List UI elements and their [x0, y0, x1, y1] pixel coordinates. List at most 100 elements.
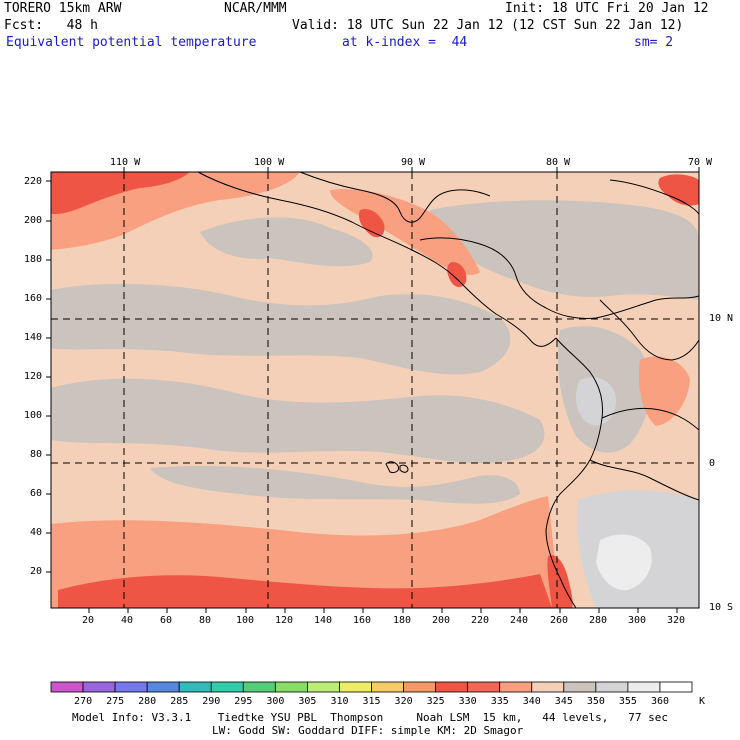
- colorbar-swatch: [371, 681, 404, 693]
- gray-field-north: [200, 217, 373, 267]
- grid-x-label: 140: [314, 615, 333, 626]
- colorbar-swatch: [306, 681, 340, 693]
- grid-x-label: 300: [628, 615, 647, 626]
- bottom-ticks: [88, 608, 678, 613]
- colorbar-label: 275: [106, 696, 125, 707]
- colorbar-label: 345: [554, 696, 573, 707]
- grid-y-label: 140: [24, 332, 43, 343]
- colorbar-swatch: [146, 681, 180, 693]
- colorbar-label: 285: [170, 696, 189, 707]
- colorbar-swatch: [242, 681, 276, 693]
- colorbar-swatch: [339, 681, 372, 693]
- colorbar-swatch: [627, 681, 661, 693]
- colorbar-swatch: [563, 681, 597, 693]
- colorbar-label: 335: [490, 696, 509, 707]
- grid-x-label: 120: [275, 615, 294, 626]
- coastlines: [197, 171, 700, 609]
- colorbar-swatch: [114, 681, 148, 693]
- center-label: NCAR/MMM: [224, 1, 287, 16]
- grid-x-label: 80: [199, 615, 212, 626]
- colorbar-swatch: [403, 681, 436, 693]
- valid-time: Valid: 18 UTC Sun 22 Jan 12 (12 CST Sun …: [292, 18, 684, 33]
- grid-x-label: 160: [353, 615, 372, 626]
- colorbar-label: 320: [394, 696, 413, 707]
- model-info: Model Info: V3.3.1 Tiedtke YSU PBL Thomp…: [72, 711, 669, 724]
- grid-x-label: 60: [160, 615, 173, 626]
- lon-label-70w: 70 W: [688, 157, 713, 168]
- colorbar-label: 315: [362, 696, 381, 707]
- colorbar-swatch: [659, 681, 693, 693]
- colorbar-swatch: [499, 681, 533, 693]
- colombia-border: [601, 407, 700, 431]
- colorbar-label: 300: [266, 696, 285, 707]
- grid-y-label: 180: [24, 254, 43, 265]
- colorbar-label: 310: [330, 696, 349, 707]
- colorbar-label: 270: [74, 696, 93, 707]
- mexico-coast: [197, 171, 557, 347]
- lon-label-110w: 110 W: [110, 157, 141, 168]
- grid-y-label: 160: [24, 293, 43, 304]
- colorbar-unit: K: [699, 696, 706, 707]
- colorbar-label: 340: [522, 696, 541, 707]
- colorbar-swatch: [595, 681, 629, 693]
- grid-y-label: 60: [30, 488, 43, 499]
- physics-info: LW: Godd SW: Goddard DIFF: simple KM: 2D…: [212, 724, 524, 737]
- colorbar-swatch: [274, 681, 308, 693]
- gulf-coast: [299, 171, 491, 223]
- lat-label-10s: 10 S: [709, 602, 734, 613]
- sa-west-coast: [545, 337, 603, 609]
- gray-field-central: [51, 283, 511, 375]
- init-time: Init: 18 UTC Fri 20 Jan 12: [505, 1, 709, 16]
- sa-andes-border: [589, 459, 700, 501]
- grid-x-label: 240: [510, 615, 529, 626]
- colorbar-swatch: [467, 681, 501, 693]
- colorbar-label: 290: [202, 696, 221, 707]
- red-field-ne: [658, 174, 699, 206]
- colorbar-swatch: [531, 681, 565, 693]
- graticule: [51, 172, 699, 608]
- plot-frame: [50, 171, 700, 609]
- gray-field-band: [51, 378, 545, 463]
- grid-y-label: 20: [30, 566, 43, 577]
- grid-x-label: 220: [471, 615, 490, 626]
- grid-x-label: 180: [393, 615, 412, 626]
- left-ticks: [46, 180, 51, 573]
- red-field-honduras: [447, 262, 467, 288]
- grid-y-label: 120: [24, 371, 43, 382]
- grid-y-label: 80: [30, 449, 43, 460]
- grid-y-label: 100: [24, 410, 43, 421]
- grid-x-label: 40: [121, 615, 134, 626]
- gray-field-east: [428, 200, 699, 300]
- red-field-nw: [51, 172, 190, 214]
- grid-x-label: 200: [432, 615, 451, 626]
- colorbar: [50, 681, 693, 693]
- grid-y-label: 220: [24, 176, 43, 187]
- forecast-hour: Fcst: 48 h: [4, 18, 98, 33]
- model-title: TORERO 15km ARW: [4, 1, 122, 16]
- venezuela-border: [599, 299, 700, 361]
- galapagos-islands: [385, 461, 409, 473]
- lon-label-100w: 100 W: [254, 157, 285, 168]
- grid-x-label: 280: [589, 615, 608, 626]
- lon-label-90w: 90 W: [401, 157, 426, 168]
- red-field-south: [58, 574, 552, 608]
- colorbar-swatch: [178, 681, 212, 693]
- grid-x-label: 20: [82, 615, 95, 626]
- lon-label-80w: 80 W: [546, 157, 571, 168]
- red-field-guatemala: [358, 208, 385, 238]
- colorbar-label: 330: [458, 696, 477, 707]
- level-label: at k-index = 44: [342, 35, 468, 50]
- colorbar-swatch: [435, 681, 469, 693]
- caribbean-coast: [419, 237, 700, 319]
- cuba-outline: [609, 179, 700, 215]
- lat-label-eq: 0: [709, 458, 716, 469]
- colorbar-swatch: [50, 681, 84, 693]
- grid-x-label: 320: [667, 615, 686, 626]
- grid-y-label: 200: [24, 215, 43, 226]
- colorbar-swatch: [210, 681, 244, 693]
- colorbar-swatch: [82, 681, 116, 693]
- grid-x-label: 260: [550, 615, 569, 626]
- red-field-peru: [547, 555, 573, 608]
- smooth-label: sm= 2: [634, 35, 674, 50]
